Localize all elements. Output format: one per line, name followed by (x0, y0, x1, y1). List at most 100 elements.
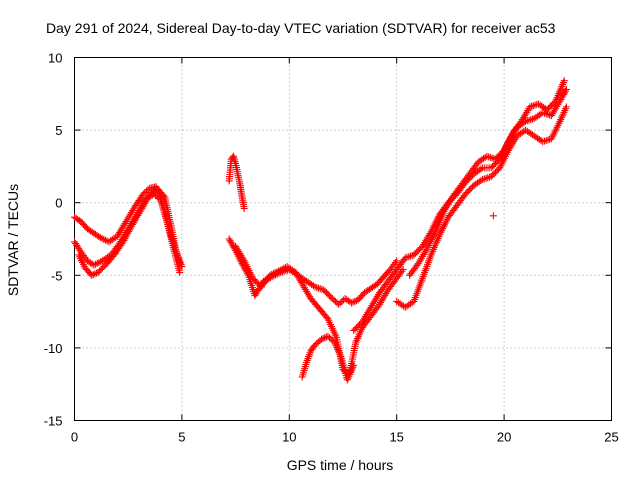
data-point-track-b (90, 261, 98, 269)
x-tick-label: 10 (282, 430, 296, 445)
data-point-track-f (275, 267, 283, 275)
data-point-track-h (542, 110, 550, 118)
data-point-track-h (562, 85, 570, 93)
data-point-track-c (176, 268, 184, 276)
data-point-track-c (126, 226, 134, 234)
data-point-track-e (349, 298, 357, 306)
x-tick-label: 0 (71, 430, 78, 445)
x-tick-label: 25 (604, 430, 618, 445)
data-point-track-h (477, 165, 485, 173)
data-point-track-b (95, 259, 103, 267)
data-point-track-f (266, 271, 274, 279)
x-tick-label: 20 (497, 430, 511, 445)
data-point-track-g (327, 335, 335, 343)
data-point-track-e (316, 285, 324, 293)
data-point-track-f (271, 269, 279, 277)
data-point-track-g (322, 333, 330, 341)
data-point-track-e (315, 284, 323, 292)
y-tick-label: -15 (44, 414, 63, 429)
y-tick-label: 5 (55, 123, 62, 138)
data-point-track-g (326, 334, 334, 342)
data-point-track-e (336, 299, 344, 307)
data-point-track-h (401, 254, 409, 262)
x-tick-label: 5 (178, 430, 185, 445)
data-point-track-g (313, 340, 321, 348)
data-point-track-f (399, 265, 407, 273)
data-point-track-e (309, 282, 317, 290)
x-tick-label: 15 (389, 430, 403, 445)
y-tick-label: 10 (48, 51, 62, 66)
data-point-track-b (92, 260, 100, 268)
data-point-track-j (526, 103, 534, 111)
data-point-track-c (124, 229, 132, 237)
data-point-track-g (318, 335, 326, 343)
data-point-track-a (101, 236, 109, 244)
data-point-track-e (311, 283, 319, 291)
data-point-track-f (278, 265, 286, 273)
data-point-track-e (330, 296, 338, 304)
data-point-track-i (480, 175, 488, 183)
data-point-track-e (351, 297, 359, 305)
data-point-track-i (477, 177, 485, 185)
data-point-track-b (153, 186, 161, 194)
y-tick-label: -5 (51, 268, 63, 283)
data-point-track-i (482, 174, 490, 182)
data-point-track-e (331, 297, 339, 305)
data-point-track-f (268, 270, 276, 278)
data-point-track-c (121, 235, 129, 243)
data-point-track-g (319, 334, 327, 342)
data-point-track-a (96, 234, 104, 242)
data-point-track-e (393, 257, 401, 265)
data-point-track-f (269, 270, 277, 278)
data-point-track-i (539, 138, 547, 146)
data-point-track-a (139, 190, 147, 198)
data-point-track-c (123, 231, 131, 239)
x-axis-label: GPS time / hours (287, 457, 394, 473)
data-point-track-j (486, 153, 494, 161)
data-point-track-e (338, 297, 346, 305)
data-point-track-i (540, 137, 548, 145)
data-point-track-c (89, 271, 97, 279)
grid (74, 57, 612, 421)
y-tick-label: 0 (55, 196, 62, 211)
data-point-track-f (276, 266, 284, 274)
data-point-track-e (335, 300, 343, 308)
data-point-track-e (328, 295, 336, 303)
data-point-track-h (561, 87, 569, 95)
data-point-track-i (562, 103, 570, 111)
data-point-track-h (525, 116, 533, 124)
data-point-track-j (528, 102, 536, 110)
data-point-track-f (273, 268, 281, 276)
data-point-track-g (314, 338, 322, 346)
data-point-track-c (152, 191, 160, 199)
data-point-track-j (560, 77, 568, 85)
data-point-track-e (391, 259, 399, 267)
data-point-track-e (348, 299, 356, 307)
data-point-track-e (327, 293, 335, 301)
data-point-track-j (490, 155, 498, 163)
data-point-track-b (93, 259, 101, 267)
data-point-track-d (240, 205, 248, 213)
data-point-track-c (128, 222, 136, 230)
data-point-track-a (141, 189, 149, 197)
data-point-track-c (91, 270, 99, 278)
data-point-track-c (153, 193, 161, 201)
data-points (71, 77, 570, 384)
data-point-track-g (324, 332, 332, 340)
data-point-track-h (406, 252, 414, 260)
data-point-track-e (313, 283, 321, 291)
data-point-track-h (527, 116, 535, 124)
data-point-track-c (127, 224, 135, 232)
data-point-track-h (523, 117, 531, 125)
data-point-track-i (484, 174, 492, 182)
data-point-track-g (350, 361, 358, 369)
data-point-track-c (150, 190, 158, 198)
data-point-track-h (544, 110, 552, 118)
data-point-track-c (120, 236, 128, 244)
data-point-track-i (479, 175, 487, 183)
data-point-track-k (489, 212, 497, 220)
data-point-track-j (529, 102, 537, 110)
data-point-track-a (100, 235, 108, 243)
data-point-track-h (403, 253, 411, 261)
